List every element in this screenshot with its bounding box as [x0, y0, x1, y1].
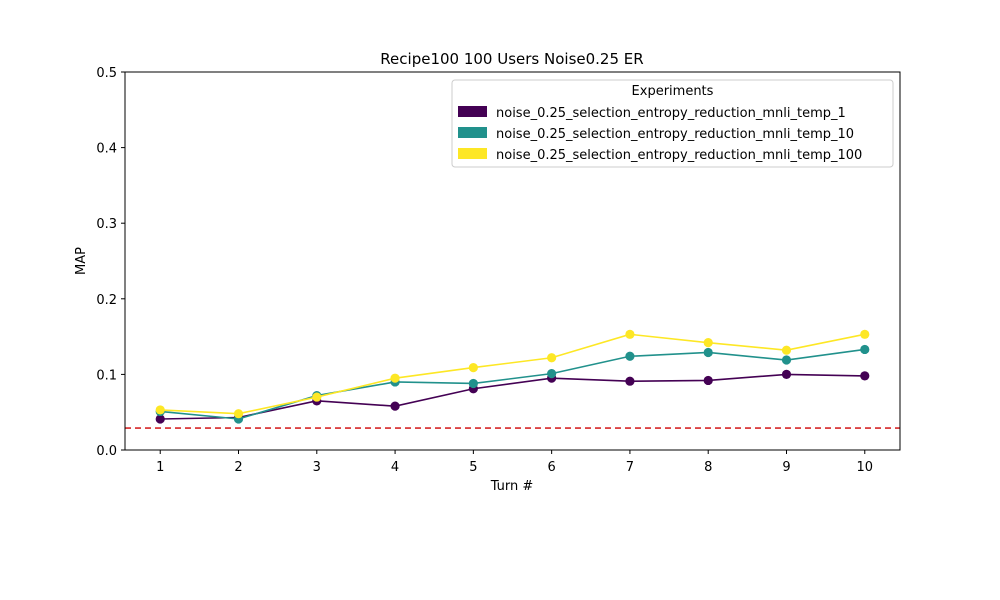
- data-point-series-3: [625, 329, 635, 339]
- x-tick-label: 10: [856, 460, 873, 475]
- x-tick-label: 9: [782, 460, 790, 475]
- data-point-series-2: [860, 344, 870, 355]
- y-tick-label: 0.3: [96, 217, 117, 232]
- data-point-series-3: [703, 338, 713, 348]
- data-point-series-3: [781, 345, 792, 355]
- legend-swatch-3: [458, 148, 487, 159]
- legend-label-2: noise_0.25_selection_entropy_reduction_m…: [496, 127, 854, 142]
- legend-label-1: noise_0.25_selection_entropy_reduction_m…: [496, 106, 846, 121]
- plot-frame: [124, 71, 901, 451]
- data-point-series-1: [390, 401, 400, 411]
- y-axis-label: MAP: [74, 247, 89, 275]
- x-tick-label: 6: [548, 460, 556, 475]
- data-point-series-3: [155, 405, 165, 415]
- series-line-3: [160, 333, 865, 415]
- data-point-series-3: [547, 353, 557, 363]
- data-point-series-1: [625, 376, 635, 386]
- data-point-series-1: [703, 375, 713, 386]
- data-point-series-1: [781, 369, 792, 379]
- plot-area: 1 2 3 4 5 6 7 8 9 10 0.0 0.1 0.2 0.3 0.4 0.5: [96, 66, 901, 475]
- legend: Experiments noise_0.25_selection_entropy_…: [451, 79, 894, 168]
- data-point-series-3: [860, 329, 870, 339]
- data-point-series-2: [625, 351, 635, 361]
- legend-swatch-2: [458, 127, 487, 138]
- x-tick-label: 8: [704, 460, 712, 475]
- x-tick-label: 7: [626, 460, 634, 475]
- data-point-series-3: [468, 362, 478, 373]
- series-line-1: [160, 373, 865, 420]
- data-point-series-2: [547, 369, 557, 379]
- x-tick-label: 4: [391, 460, 399, 475]
- y-tick-label: 0.2: [96, 293, 117, 308]
- chart-title: Recipe100 100 Users Noise0.25 ER: [380, 50, 643, 68]
- data-point-series-2: [703, 347, 713, 358]
- data-point-series-1: [155, 414, 165, 424]
- data-point-series-3: [233, 409, 244, 419]
- data-point-series-3: [390, 373, 400, 383]
- x-tick-label: 3: [313, 460, 321, 475]
- y-tick-label: 0.4: [96, 142, 117, 157]
- legend-swatch-1: [458, 106, 487, 117]
- series-line-2: [160, 348, 865, 420]
- legend-label-3: noise_0.25_selection_entropy_reduction_m…: [496, 148, 862, 163]
- y-tick-label: 0.1: [96, 368, 117, 383]
- x-tick-label: 2: [234, 460, 242, 475]
- legend-box: [451, 79, 894, 168]
- data-point-series-1: [860, 371, 870, 381]
- x-tick-label: 5: [469, 460, 477, 475]
- data-point-series-2: [468, 378, 478, 389]
- x-tick-label: 1: [156, 460, 164, 475]
- data-point-series-3: [312, 392, 322, 402]
- y-tick-label: 0.5: [96, 66, 117, 81]
- y-tick-label: 0.0: [96, 444, 117, 459]
- legend-title: Experiments: [632, 84, 714, 99]
- x-axis-label: Turn #: [490, 479, 534, 494]
- data-point-series-2: [781, 355, 792, 365]
